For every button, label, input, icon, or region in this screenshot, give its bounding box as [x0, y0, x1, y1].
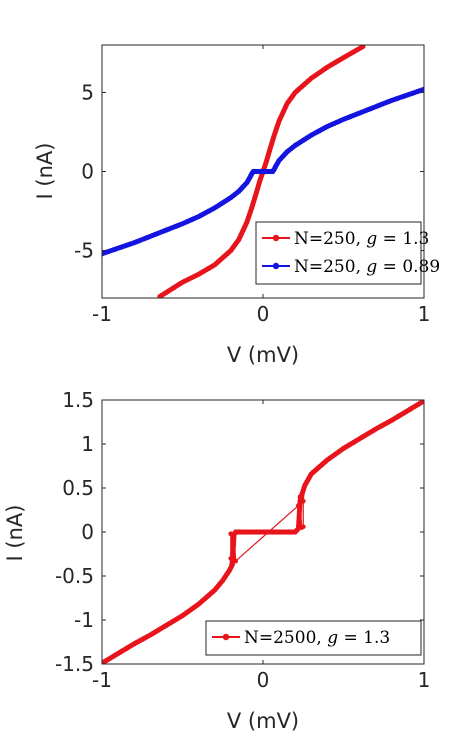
- chart-top-legend-box: [255, 221, 422, 285]
- chart-bottom-hysteresis-point: [226, 568, 232, 574]
- chart-bottom-ytick-label: 1.5: [62, 388, 94, 412]
- chart-bottom-ytick-label: 0: [81, 520, 94, 544]
- chart-top-xtick-label: 0: [257, 302, 270, 326]
- chart-bottom-legend-box: [205, 620, 422, 656]
- chart-bottom-hysteresis-point: [296, 503, 301, 508]
- chart-top-xlabel: V (mV): [227, 343, 299, 367]
- chart-top-ytick-label: -5: [74, 239, 94, 263]
- chart-top-legend-entry-2: N=250, g = 0.89: [294, 257, 440, 277]
- chart-bottom-hysteresis-point: [230, 551, 235, 557]
- chart-bottom-hysteresis-point: [228, 556, 234, 561]
- chart-bottom-legend-entry-1: N=2500, g = 1.3: [244, 628, 390, 648]
- chart-bottom-hysteresis-point: [231, 531, 237, 537]
- chart-bottom-ylabel: I (nA): [3, 505, 27, 562]
- chart-bottom-ytick-label: -1.5: [55, 652, 94, 676]
- chart-top-ytick-label: 0: [81, 160, 94, 184]
- chart-bottom-legend-marker: [222, 633, 230, 641]
- chart-bottom-hysteresis-point: [297, 494, 303, 500]
- chart-bottom-hysteresis-point: [300, 498, 306, 504]
- chart-bottom-ticks: [101, 399, 425, 665]
- chart-bottom-ytick-label: 0.5: [62, 476, 94, 500]
- chart-top-legend-marker: [272, 262, 280, 270]
- chart-bottom-xtick-label: 0: [257, 668, 270, 692]
- chart-bottom-ytick-label: 1: [81, 432, 94, 456]
- chart-bottom-xtick-label: 1: [418, 668, 431, 692]
- chart-top-series-2-point: [421, 86, 424, 92]
- chart-top: -1 0 1 -5 0 5 V (mV) I (nA) N=250, g = 1…: [33, 44, 440, 367]
- chart-bottom: -1 0 1 -1.5 -1 -0.5 0 0.5 1 1.5 V (mV) I…: [3, 388, 430, 733]
- chart-top-legend-marker: [272, 234, 280, 242]
- chart-top-legend: N=250, g = 1.3 N=250, g = 0.89: [255, 221, 440, 285]
- chart-top-xtick-label: -1: [92, 302, 112, 326]
- chart-bottom-hysteresis-point: [300, 524, 306, 530]
- chart-bottom-ytick-label: -1: [74, 608, 94, 632]
- chart-bottom-ytick-label: -0.5: [55, 564, 94, 588]
- chart-bottom-legend: N=2500, g = 1.3: [205, 620, 422, 656]
- chart-top-legend-entry-1: N=250, g = 1.3: [294, 229, 429, 249]
- chart-bottom-hysteresis-point: [233, 558, 239, 564]
- chart-top-ylabel: I (nA): [33, 143, 57, 200]
- chart-top-series: [102, 45, 424, 298]
- chart-top-series-1-point: [360, 45, 366, 50]
- chart-bottom-hysteresis-line: [228, 485, 306, 571]
- chart-top-ytick-label: 5: [81, 80, 94, 104]
- chart-bottom-xlabel: V (mV): [227, 709, 299, 733]
- chart-bottom-series-1-point: [421, 400, 424, 404]
- chart-top-ticks: [101, 45, 425, 298]
- chart-bottom-hysteresis-point: [302, 482, 308, 488]
- chart-bottom-series: [102, 400, 424, 664]
- chart-top-xtick-label: 1: [418, 302, 431, 326]
- chart-bottom-xtick-label: -1: [92, 668, 112, 692]
